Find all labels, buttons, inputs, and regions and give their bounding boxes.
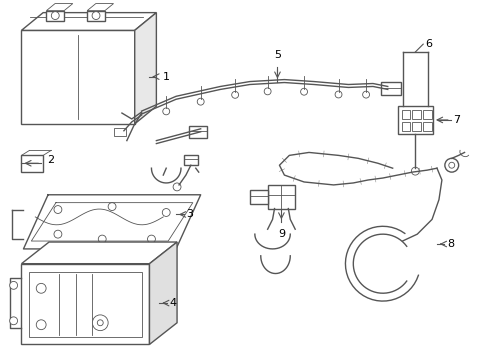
Circle shape [334, 91, 341, 98]
Bar [422, 122, 431, 131]
Circle shape [147, 235, 155, 243]
Circle shape [410, 167, 418, 175]
Text: 1: 1 [163, 72, 170, 82]
Text: 2: 2 [47, 155, 54, 165]
Circle shape [162, 208, 170, 216]
Text: 9: 9 [277, 229, 285, 239]
Circle shape [92, 315, 108, 330]
Circle shape [173, 183, 181, 191]
Polygon shape [46, 4, 73, 11]
Bar [401, 122, 409, 131]
Circle shape [163, 108, 169, 115]
Bar [29, 271, 142, 337]
Bar [21, 30, 135, 124]
Circle shape [54, 206, 62, 213]
Polygon shape [21, 242, 177, 264]
Bar [114, 128, 125, 136]
Bar [249, 190, 267, 204]
Bar [46, 11, 64, 21]
Circle shape [98, 235, 106, 243]
Circle shape [51, 12, 59, 19]
Bar [267, 185, 295, 208]
Circle shape [92, 12, 100, 19]
Bar [87, 11, 104, 21]
Circle shape [264, 88, 270, 95]
Bar [183, 156, 197, 165]
Circle shape [300, 88, 307, 95]
Text: 7: 7 [452, 115, 459, 125]
Bar [401, 110, 409, 119]
Polygon shape [149, 242, 177, 345]
Bar [21, 264, 149, 345]
Bar [188, 126, 206, 138]
Circle shape [36, 283, 46, 293]
Polygon shape [135, 13, 156, 124]
Circle shape [231, 91, 238, 98]
Circle shape [10, 317, 18, 325]
Bar [380, 82, 400, 95]
Text: 5: 5 [273, 50, 281, 60]
Circle shape [36, 320, 46, 330]
Circle shape [108, 203, 116, 211]
Circle shape [197, 98, 203, 105]
Circle shape [97, 320, 103, 326]
Polygon shape [87, 4, 113, 11]
Bar [422, 110, 431, 119]
Bar [411, 122, 420, 131]
Text: 6: 6 [424, 39, 431, 49]
Circle shape [448, 162, 454, 168]
Polygon shape [21, 13, 156, 30]
Text: 8: 8 [446, 239, 453, 249]
Circle shape [10, 282, 18, 289]
Text: 4: 4 [169, 298, 176, 308]
Circle shape [54, 230, 62, 238]
Bar [411, 110, 420, 119]
Circle shape [444, 158, 458, 172]
Bar [397, 106, 432, 134]
Bar [112, 110, 123, 118]
Circle shape [362, 91, 369, 98]
Bar [21, 156, 43, 172]
Text: 3: 3 [185, 210, 193, 220]
